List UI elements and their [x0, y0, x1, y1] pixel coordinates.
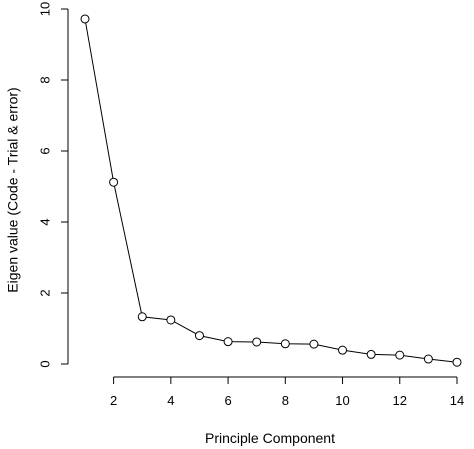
y-tick-label: 6	[37, 147, 52, 154]
data-point	[452, 357, 462, 367]
x-axis-ticks: 2 4 6 8 10 12 14	[110, 377, 464, 408]
x-tick-label: 12	[393, 393, 407, 408]
data-point	[366, 349, 376, 359]
plot-frame	[67, 9, 457, 378]
data-point	[395, 350, 405, 360]
y-tick-label: 2	[37, 289, 52, 296]
y-axis-title: Eigen value (Code - Trial & error)	[5, 87, 21, 292]
x-tick-label: 4	[167, 393, 174, 408]
data-point	[223, 337, 233, 347]
data-point	[166, 315, 176, 325]
x-tick-label: 2	[110, 393, 117, 408]
data-point	[252, 337, 262, 347]
data-point	[423, 354, 433, 364]
y-tick-label: 4	[37, 218, 52, 225]
data-point	[137, 312, 147, 322]
data-point	[109, 177, 119, 187]
x-axis-title: Principle Component	[205, 430, 335, 446]
data-point	[338, 345, 348, 355]
y-tick-label: 8	[37, 76, 52, 83]
y-tick-label: 10	[37, 2, 52, 16]
data-point	[194, 331, 204, 341]
x-tick-label: 14	[450, 393, 464, 408]
data-point	[280, 339, 290, 349]
series-line	[84, 18, 458, 363]
x-tick-label: 6	[224, 393, 231, 408]
data-points	[80, 14, 462, 367]
x-tick-label: 8	[282, 393, 289, 408]
y-axis-ticks: 0 2 4 6 8 10	[37, 2, 68, 368]
data-point	[309, 339, 319, 349]
y-tick-label: 0	[37, 360, 52, 367]
data-point	[80, 14, 90, 24]
x-tick-label: 10	[335, 393, 349, 408]
